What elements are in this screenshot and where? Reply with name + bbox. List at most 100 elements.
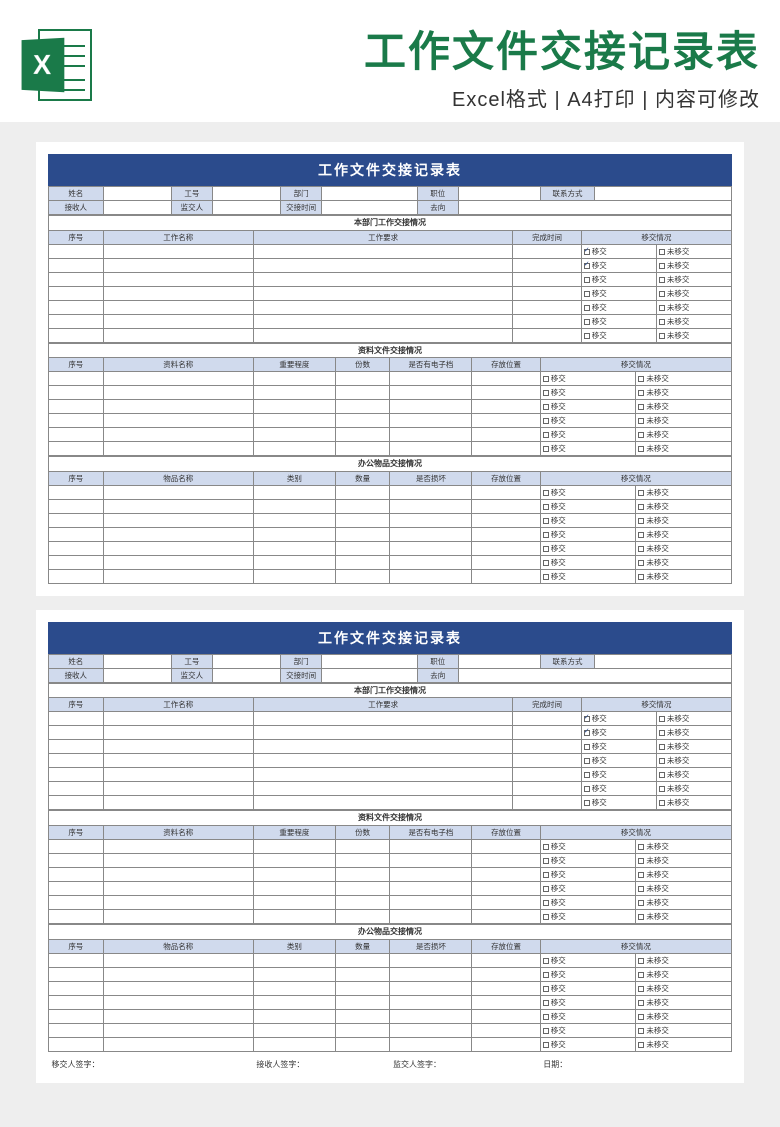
- checkbox-icon[interactable]: [659, 277, 665, 283]
- checkbox-icon[interactable]: [659, 716, 665, 722]
- checkbox-icon[interactable]: [638, 446, 644, 452]
- subtitle: Excel格式 | A4打印 | 内容可修改: [108, 83, 760, 112]
- checkbox-icon[interactable]: [543, 958, 549, 964]
- table-row: 移交 未移交: [49, 499, 732, 513]
- checkbox-icon[interactable]: [584, 716, 590, 722]
- checkbox-icon[interactable]: [638, 518, 644, 524]
- checkbox-icon[interactable]: [638, 914, 644, 920]
- checkbox-icon[interactable]: [638, 972, 644, 978]
- checkbox-icon[interactable]: [638, 1028, 644, 1034]
- checkbox-icon[interactable]: [659, 249, 665, 255]
- checkbox-icon[interactable]: [543, 972, 549, 978]
- table-row: 移交 未移交: [49, 244, 732, 258]
- section1-table: 本部门工作交接情况序号工作名称 工作要求完成时间 移交情况 移交 未移交 移交 …: [48, 683, 732, 811]
- checkbox-icon[interactable]: [543, 574, 549, 580]
- checkbox-icon[interactable]: [638, 504, 644, 510]
- table-row: 移交 未移交: [49, 372, 732, 386]
- checkbox-icon[interactable]: [584, 249, 590, 255]
- checkbox-icon[interactable]: [584, 333, 590, 339]
- table-row: 移交 未移交: [49, 782, 732, 796]
- checkbox-icon[interactable]: [543, 446, 549, 452]
- checkbox-icon[interactable]: [584, 291, 590, 297]
- checkbox-icon[interactable]: [543, 844, 549, 850]
- checkbox-icon[interactable]: [638, 858, 644, 864]
- checkbox-icon[interactable]: [543, 900, 549, 906]
- checkbox-icon[interactable]: [584, 758, 590, 764]
- checkbox-icon[interactable]: [584, 277, 590, 283]
- checkbox-icon[interactable]: [659, 333, 665, 339]
- label-supervisor: 监交人: [171, 668, 212, 682]
- table-row: 移交 未移交: [49, 258, 732, 272]
- sig-supervisor: 监交人签字：: [390, 1051, 540, 1071]
- checkbox-icon[interactable]: [638, 390, 644, 396]
- form-title: 工作文件交接记录表: [48, 154, 732, 186]
- checkbox-icon[interactable]: [543, 1000, 549, 1006]
- table-row: 移交 未移交: [49, 995, 732, 1009]
- checkbox-icon[interactable]: [543, 986, 549, 992]
- checkbox-icon[interactable]: [543, 914, 549, 920]
- table-row: 移交 未移交: [49, 1023, 732, 1037]
- checkbox-icon[interactable]: [659, 786, 665, 792]
- checkbox-icon[interactable]: [638, 900, 644, 906]
- checkbox-icon[interactable]: [543, 1042, 549, 1048]
- label-contact: 联系方式: [540, 187, 595, 201]
- checkbox-icon[interactable]: [584, 263, 590, 269]
- checkbox-icon[interactable]: [543, 376, 549, 382]
- checkbox-icon[interactable]: [543, 886, 549, 892]
- checkbox-icon[interactable]: [659, 319, 665, 325]
- checkbox-icon[interactable]: [543, 1028, 549, 1034]
- section3-table: 办公物品交接情况序号物品名称 类别数量 是否损坏存放位置 移交情况 移交 未移交…: [48, 456, 732, 584]
- checkbox-icon[interactable]: [638, 958, 644, 964]
- checkbox-icon[interactable]: [659, 263, 665, 269]
- checkbox-icon[interactable]: [543, 1014, 549, 1020]
- section3-title: 办公物品交接情况: [49, 924, 732, 939]
- checkbox-icon[interactable]: [659, 758, 665, 764]
- checkbox-icon[interactable]: [659, 291, 665, 297]
- checkbox-icon[interactable]: [584, 800, 590, 806]
- checkbox-icon[interactable]: [543, 404, 549, 410]
- checkbox-icon[interactable]: [584, 730, 590, 736]
- checkbox-icon[interactable]: [659, 305, 665, 311]
- checkbox-icon[interactable]: [543, 546, 549, 552]
- checkbox-icon[interactable]: [638, 574, 644, 580]
- header-text: 工作文件交接记录表 Excel格式 | A4打印 | 内容可修改: [108, 18, 760, 112]
- checkbox-icon[interactable]: [584, 319, 590, 325]
- checkbox-icon[interactable]: [659, 800, 665, 806]
- checkbox-icon[interactable]: [638, 1042, 644, 1048]
- checkbox-icon[interactable]: [638, 418, 644, 424]
- checkbox-icon[interactable]: [638, 986, 644, 992]
- checkbox-icon[interactable]: [584, 744, 590, 750]
- checkbox-icon[interactable]: [543, 560, 549, 566]
- checkbox-icon[interactable]: [543, 418, 549, 424]
- table-row: 移交 未移交: [49, 541, 732, 555]
- checkbox-icon[interactable]: [543, 504, 549, 510]
- table-row: 移交 未移交: [49, 853, 732, 867]
- checkbox-icon[interactable]: [584, 305, 590, 311]
- label-name: 姓名: [49, 654, 104, 668]
- checkbox-icon[interactable]: [638, 490, 644, 496]
- checkbox-icon[interactable]: [638, 546, 644, 552]
- checkbox-icon[interactable]: [543, 390, 549, 396]
- checkbox-icon[interactable]: [638, 404, 644, 410]
- checkbox-icon[interactable]: [638, 886, 644, 892]
- checkbox-icon[interactable]: [659, 772, 665, 778]
- checkbox-icon[interactable]: [543, 872, 549, 878]
- checkbox-icon[interactable]: [638, 532, 644, 538]
- checkbox-icon[interactable]: [543, 432, 549, 438]
- checkbox-icon[interactable]: [543, 532, 549, 538]
- checkbox-icon[interactable]: [638, 376, 644, 382]
- checkbox-icon[interactable]: [543, 518, 549, 524]
- sheet-copy-1: 工作文件交接记录表 姓名 工号 部门 职位 联系方式 接收人 监交人 交接时间 …: [36, 142, 744, 596]
- checkbox-icon[interactable]: [638, 844, 644, 850]
- checkbox-icon[interactable]: [543, 858, 549, 864]
- checkbox-icon[interactable]: [543, 490, 549, 496]
- checkbox-icon[interactable]: [638, 1000, 644, 1006]
- checkbox-icon[interactable]: [659, 744, 665, 750]
- checkbox-icon[interactable]: [638, 560, 644, 566]
- checkbox-icon[interactable]: [638, 872, 644, 878]
- checkbox-icon[interactable]: [584, 772, 590, 778]
- checkbox-icon[interactable]: [584, 786, 590, 792]
- checkbox-icon[interactable]: [638, 432, 644, 438]
- checkbox-icon[interactable]: [659, 730, 665, 736]
- checkbox-icon[interactable]: [638, 1014, 644, 1020]
